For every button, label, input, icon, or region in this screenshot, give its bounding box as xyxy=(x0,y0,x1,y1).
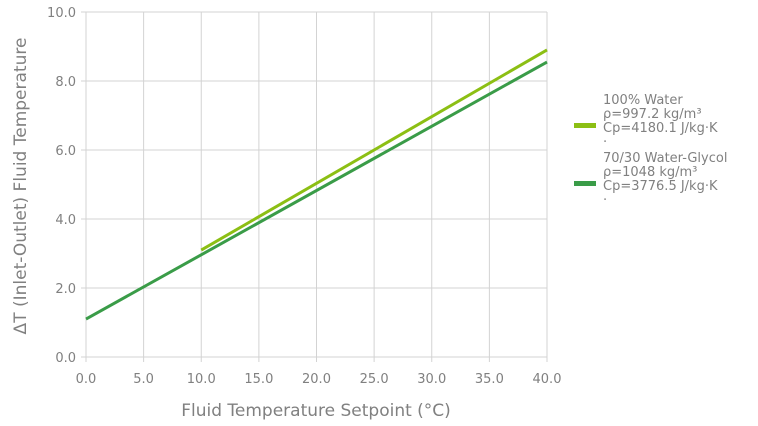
legend-item-glycol: 70/30 Water-Glycol ρ=1048 kg/m³ Cp=3776.… xyxy=(574,152,758,208)
x-tick-label: 40.0 xyxy=(533,372,562,387)
legend-label-line: Cp=3776.5 J/kg·K xyxy=(603,179,718,194)
series-line-1 xyxy=(85,60,548,321)
legend-swatch-glycol xyxy=(574,181,596,186)
series-line-0 xyxy=(200,48,548,252)
legend-label-line: · xyxy=(603,135,608,150)
x-tick-label: 25.0 xyxy=(360,372,389,387)
legend-label-line: · xyxy=(603,193,608,208)
legend-item-water: 100% Water ρ=997.2 kg/m³ Cp=4180.1 J/kg·… xyxy=(574,94,758,150)
legend-swatch-water xyxy=(574,123,596,128)
y-tick-label: 4.0 xyxy=(55,213,76,228)
y-tick-label: 8.0 xyxy=(55,75,76,90)
y-tick-labels: 0.0 2.0 4.0 6.0 8.0 10.0 xyxy=(47,6,76,366)
x-tick-label: 5.0 xyxy=(133,372,154,387)
x-tick-label: 30.0 xyxy=(417,372,446,387)
x-tick-label: 35.0 xyxy=(475,372,504,387)
legend-label-line: Cp=4180.1 J/kg·K xyxy=(603,121,718,136)
legend-label-line: ρ=1048 kg/m³ xyxy=(603,165,698,180)
y-tick-label: 0.0 xyxy=(55,351,76,366)
x-tick-labels: 0.0 5.0 10.0 15.0 20.0 25.0 30.0 35.0 40.0 xyxy=(76,372,562,387)
x-tick-label: 0.0 xyxy=(76,372,97,387)
legend-label-line: ρ=997.2 kg/m³ xyxy=(603,107,702,122)
x-tick-label: 15.0 xyxy=(244,372,273,387)
y-axis-title: ΔT (Inlet-Outlet) Fluid Temperature xyxy=(11,38,31,335)
legend-label-line: 100% Water xyxy=(603,93,683,108)
legend: 100% Water ρ=997.2 kg/m³ Cp=4180.1 J/kg·… xyxy=(574,94,758,210)
y-tick-label: 2.0 xyxy=(55,282,76,297)
y-tick-label: 10.0 xyxy=(47,6,76,21)
series-lines xyxy=(85,48,548,321)
x-axis-title: Fluid Temperature Setpoint (°C) xyxy=(181,401,451,421)
grid xyxy=(81,11,548,362)
x-tick-label: 10.0 xyxy=(187,372,216,387)
y-tick-label: 6.0 xyxy=(55,144,76,159)
x-tick-label: 20.0 xyxy=(302,372,331,387)
legend-label-line: 70/30 Water-Glycol xyxy=(603,151,728,166)
